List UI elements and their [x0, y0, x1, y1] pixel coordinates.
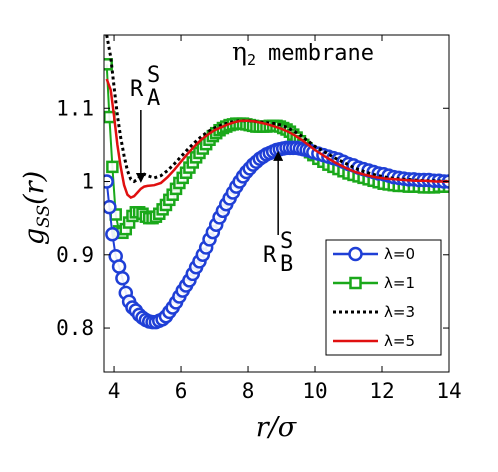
- r-label: R: [263, 243, 277, 268]
- legend-marker: [349, 276, 362, 290]
- x-tick-label: 10: [302, 379, 327, 403]
- data-point: [104, 58, 113, 71]
- r-subscript: B: [280, 252, 293, 277]
- data-point: [106, 160, 119, 174]
- x-tick-label: 12: [369, 379, 394, 403]
- legend-label: λ=0: [384, 245, 415, 263]
- legend-marker: [348, 246, 363, 262]
- r-subscript: A: [147, 86, 160, 111]
- data-point: [105, 227, 120, 242]
- ticks-layer: 4 6 8 10 12 14 0.8 0.9 1 1.1: [56, 35, 462, 403]
- series-line: [105, 78, 449, 200]
- annotation-symbol: η: [232, 37, 247, 66]
- series-layer: [104, 35, 449, 330]
- x-tick-label: 6: [175, 379, 188, 403]
- legend-entry: λ=0: [333, 245, 415, 263]
- r-label: R: [130, 77, 144, 102]
- data-point: [111, 259, 127, 274]
- y-axis-title-subscript: SS: [34, 205, 54, 228]
- y-tick-label: 0.8: [56, 316, 94, 340]
- ra-s-annotation: RSA: [130, 63, 160, 183]
- x-tick-label: 14: [436, 379, 461, 403]
- x-tick-label: 8: [242, 379, 255, 403]
- data-point: [104, 199, 117, 215]
- plot-frame: [103, 34, 450, 373]
- r-superscript: S: [147, 63, 160, 88]
- annotation-text: membrane: [268, 41, 374, 66]
- y-axis-title: gSS(r): [19, 171, 54, 245]
- data-point: [115, 270, 130, 286]
- legend-label: λ=5: [384, 332, 415, 350]
- series-2: [105, 35, 449, 184]
- legend-entry: λ=1: [333, 274, 415, 292]
- y-tick-label: 1: [81, 170, 94, 194]
- legend-label: λ=1: [384, 274, 415, 292]
- annotation-subscript: 2: [247, 51, 256, 69]
- x-axis-title: r/σ: [256, 412, 298, 443]
- y-tick-label: 0.9: [56, 243, 94, 267]
- y-axis-title-g: g: [19, 228, 50, 245]
- series-line: [105, 35, 449, 184]
- legend-entry: λ=5: [333, 332, 415, 350]
- x-tick-label: 4: [108, 379, 121, 403]
- r-superscript: S: [280, 229, 293, 254]
- y-tick-label: 1.1: [56, 96, 94, 120]
- legend-box: [325, 239, 442, 356]
- membrane-annotation: η2 membrane: [232, 37, 374, 69]
- y-axis-title-argument: (r): [19, 171, 50, 205]
- legend-label: λ=3: [384, 303, 415, 321]
- series-3: [105, 78, 449, 200]
- rb-s-annotation: RSB: [263, 150, 293, 277]
- legend-entry: λ=3: [333, 303, 415, 321]
- legend: λ=0 λ=1 λ=3 λ=5: [325, 239, 442, 356]
